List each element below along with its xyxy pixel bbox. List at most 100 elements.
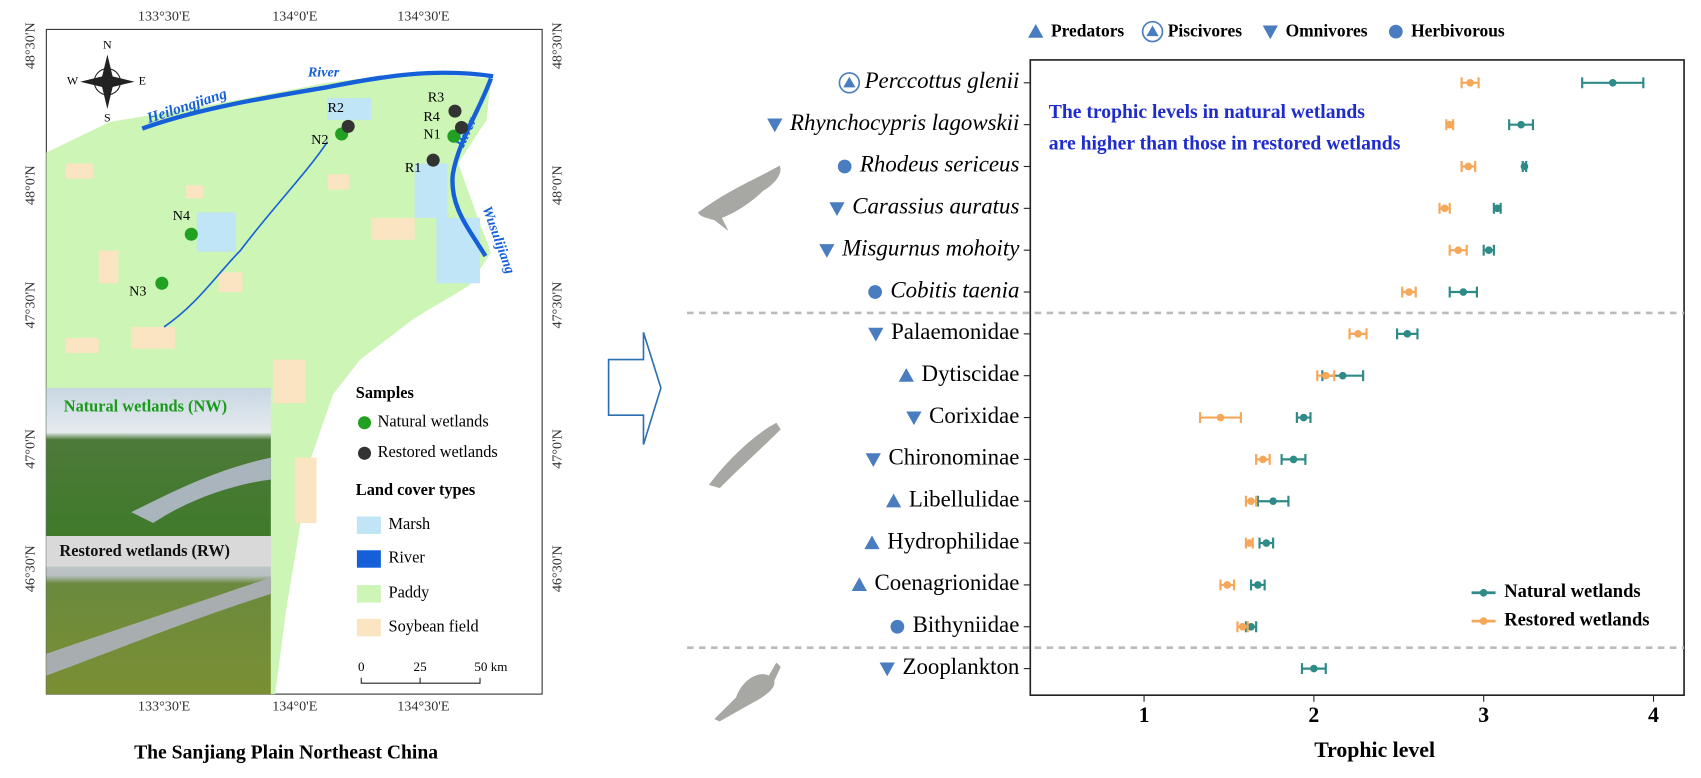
lat-label: 48°0'N [550,165,566,205]
category-label: Bithyniidae [913,612,1020,637]
photo-river [46,577,271,676]
lat-labels: 48°30'N 48°30'N 48°0'N 48°0'N 47°30'N 47°30'N… [22,22,565,592]
lat-label: 48°30'N [550,22,566,69]
legend-title: Samples [356,383,414,402]
guild-marker [829,202,845,216]
legend-label: Marsh [388,514,430,533]
category-label: Hydrophilidae [887,528,1019,553]
guild-legend-label: Herbivorous [1411,21,1505,41]
point [1247,497,1255,506]
photo-caption: Restored wetlands (RW) [59,541,230,560]
site-label: R2 [327,100,344,116]
category-label: Rhodeus sericeus [859,152,1020,177]
guild-marker [885,493,902,508]
guild-legend-label: Omnivores [1286,21,1368,41]
legend-dot [1479,617,1488,625]
point [1454,246,1463,254]
lat-label: 47°0'N [550,429,566,469]
lon-label: 134°30'E [397,9,449,25]
site-label: R4 [423,109,440,125]
annotation: are higher than those in restored wetlan… [1049,133,1401,154]
lon-label: 134°30'E [397,698,449,714]
compass-label: N [103,38,112,52]
x-axis-label: Trophic level [1314,738,1435,762]
point [1310,664,1318,673]
map-legend: Samples Natural wetlands Restored wetlan… [356,383,507,684]
point [1440,204,1449,213]
point [1484,246,1493,254]
guild-marker [767,118,783,133]
guild-marker [898,368,914,382]
lat-label: 47°0'N [22,429,38,469]
lon-label: 133°30'E [138,698,190,714]
category-label: Libellulidae [909,486,1020,511]
point [1262,539,1271,547]
lon-labels: 133°30'E 134°0'E 134°30'E 133°30'E 134°0… [138,9,450,715]
category-label: Misgurnus mohoity [841,235,1020,260]
guild-marker [906,411,922,426]
category-label: Corixidae [929,403,1019,428]
legend-label: Paddy [388,583,430,602]
lat-label: 46°30'N [22,545,38,592]
lat-label: 48°30'N [22,22,38,69]
photo-caption: Natural wetlands (NW) [64,396,227,415]
legend-dot [1479,588,1488,597]
legend-label: Soybean field [388,616,478,635]
wusuli-river [450,77,493,258]
lon-label: 133°30'E [138,9,190,25]
plot-frame [1029,59,1685,697]
category-label: Carassius auratus [852,194,1019,219]
scale-label: 25 [414,659,428,674]
annotation: The trophic levels in natural wetlands [1049,102,1366,123]
category-label: Chironominae [889,445,1020,470]
photo-river [131,457,271,524]
map: Natural wetlands (NW) Restored wetlands … [22,9,565,764]
heilongjiang-river [141,70,494,131]
x-tick-label: 2 [1308,703,1319,727]
river-label: River [307,64,340,80]
point [1259,455,1267,464]
arrow [607,332,662,445]
guild-marker [879,662,895,677]
guild-marker [851,577,867,592]
guild-marker [1028,23,1044,38]
point [1223,581,1232,589]
scale-label: 0 [358,659,365,674]
category-label: Cobitis taenia [890,277,1019,302]
guild-marker [837,159,852,174]
point [1608,78,1617,87]
legend-label: Natural wetlands [1504,581,1640,602]
site-label: N1 [423,126,440,142]
legend-title: Land cover types [356,480,475,499]
soybean-patches [65,163,415,524]
guild-marker [1146,25,1159,37]
point [1466,78,1474,87]
point [1299,413,1308,422]
lat-label: 46°30'N [550,545,566,592]
tributary [163,141,329,328]
compass-label: W [67,73,79,87]
point [1464,162,1473,171]
point [1459,288,1468,296]
point [1405,288,1413,296]
point [1238,622,1247,631]
point [1338,371,1347,380]
guild-marker [868,285,883,299]
guild-legend-label: Predators [1051,21,1124,41]
lon-label: 134°0'E [272,698,317,714]
legend-label: Restored wetlands [1504,609,1649,630]
scale-label: 50 km [474,659,507,674]
guild-marker [819,244,835,258]
point [1216,413,1225,422]
guild-marker [843,76,856,88]
category-label: Zooplankton [902,654,1019,679]
lat-label: 48°0'N [22,165,38,205]
x-tick-label: 4 [1648,703,1659,727]
point [1289,455,1298,464]
caption-band [46,536,271,567]
guild-marker [1262,25,1278,40]
point [1254,581,1262,589]
compass-label: E [139,73,146,87]
category-label: Dytiscidae [922,361,1020,386]
